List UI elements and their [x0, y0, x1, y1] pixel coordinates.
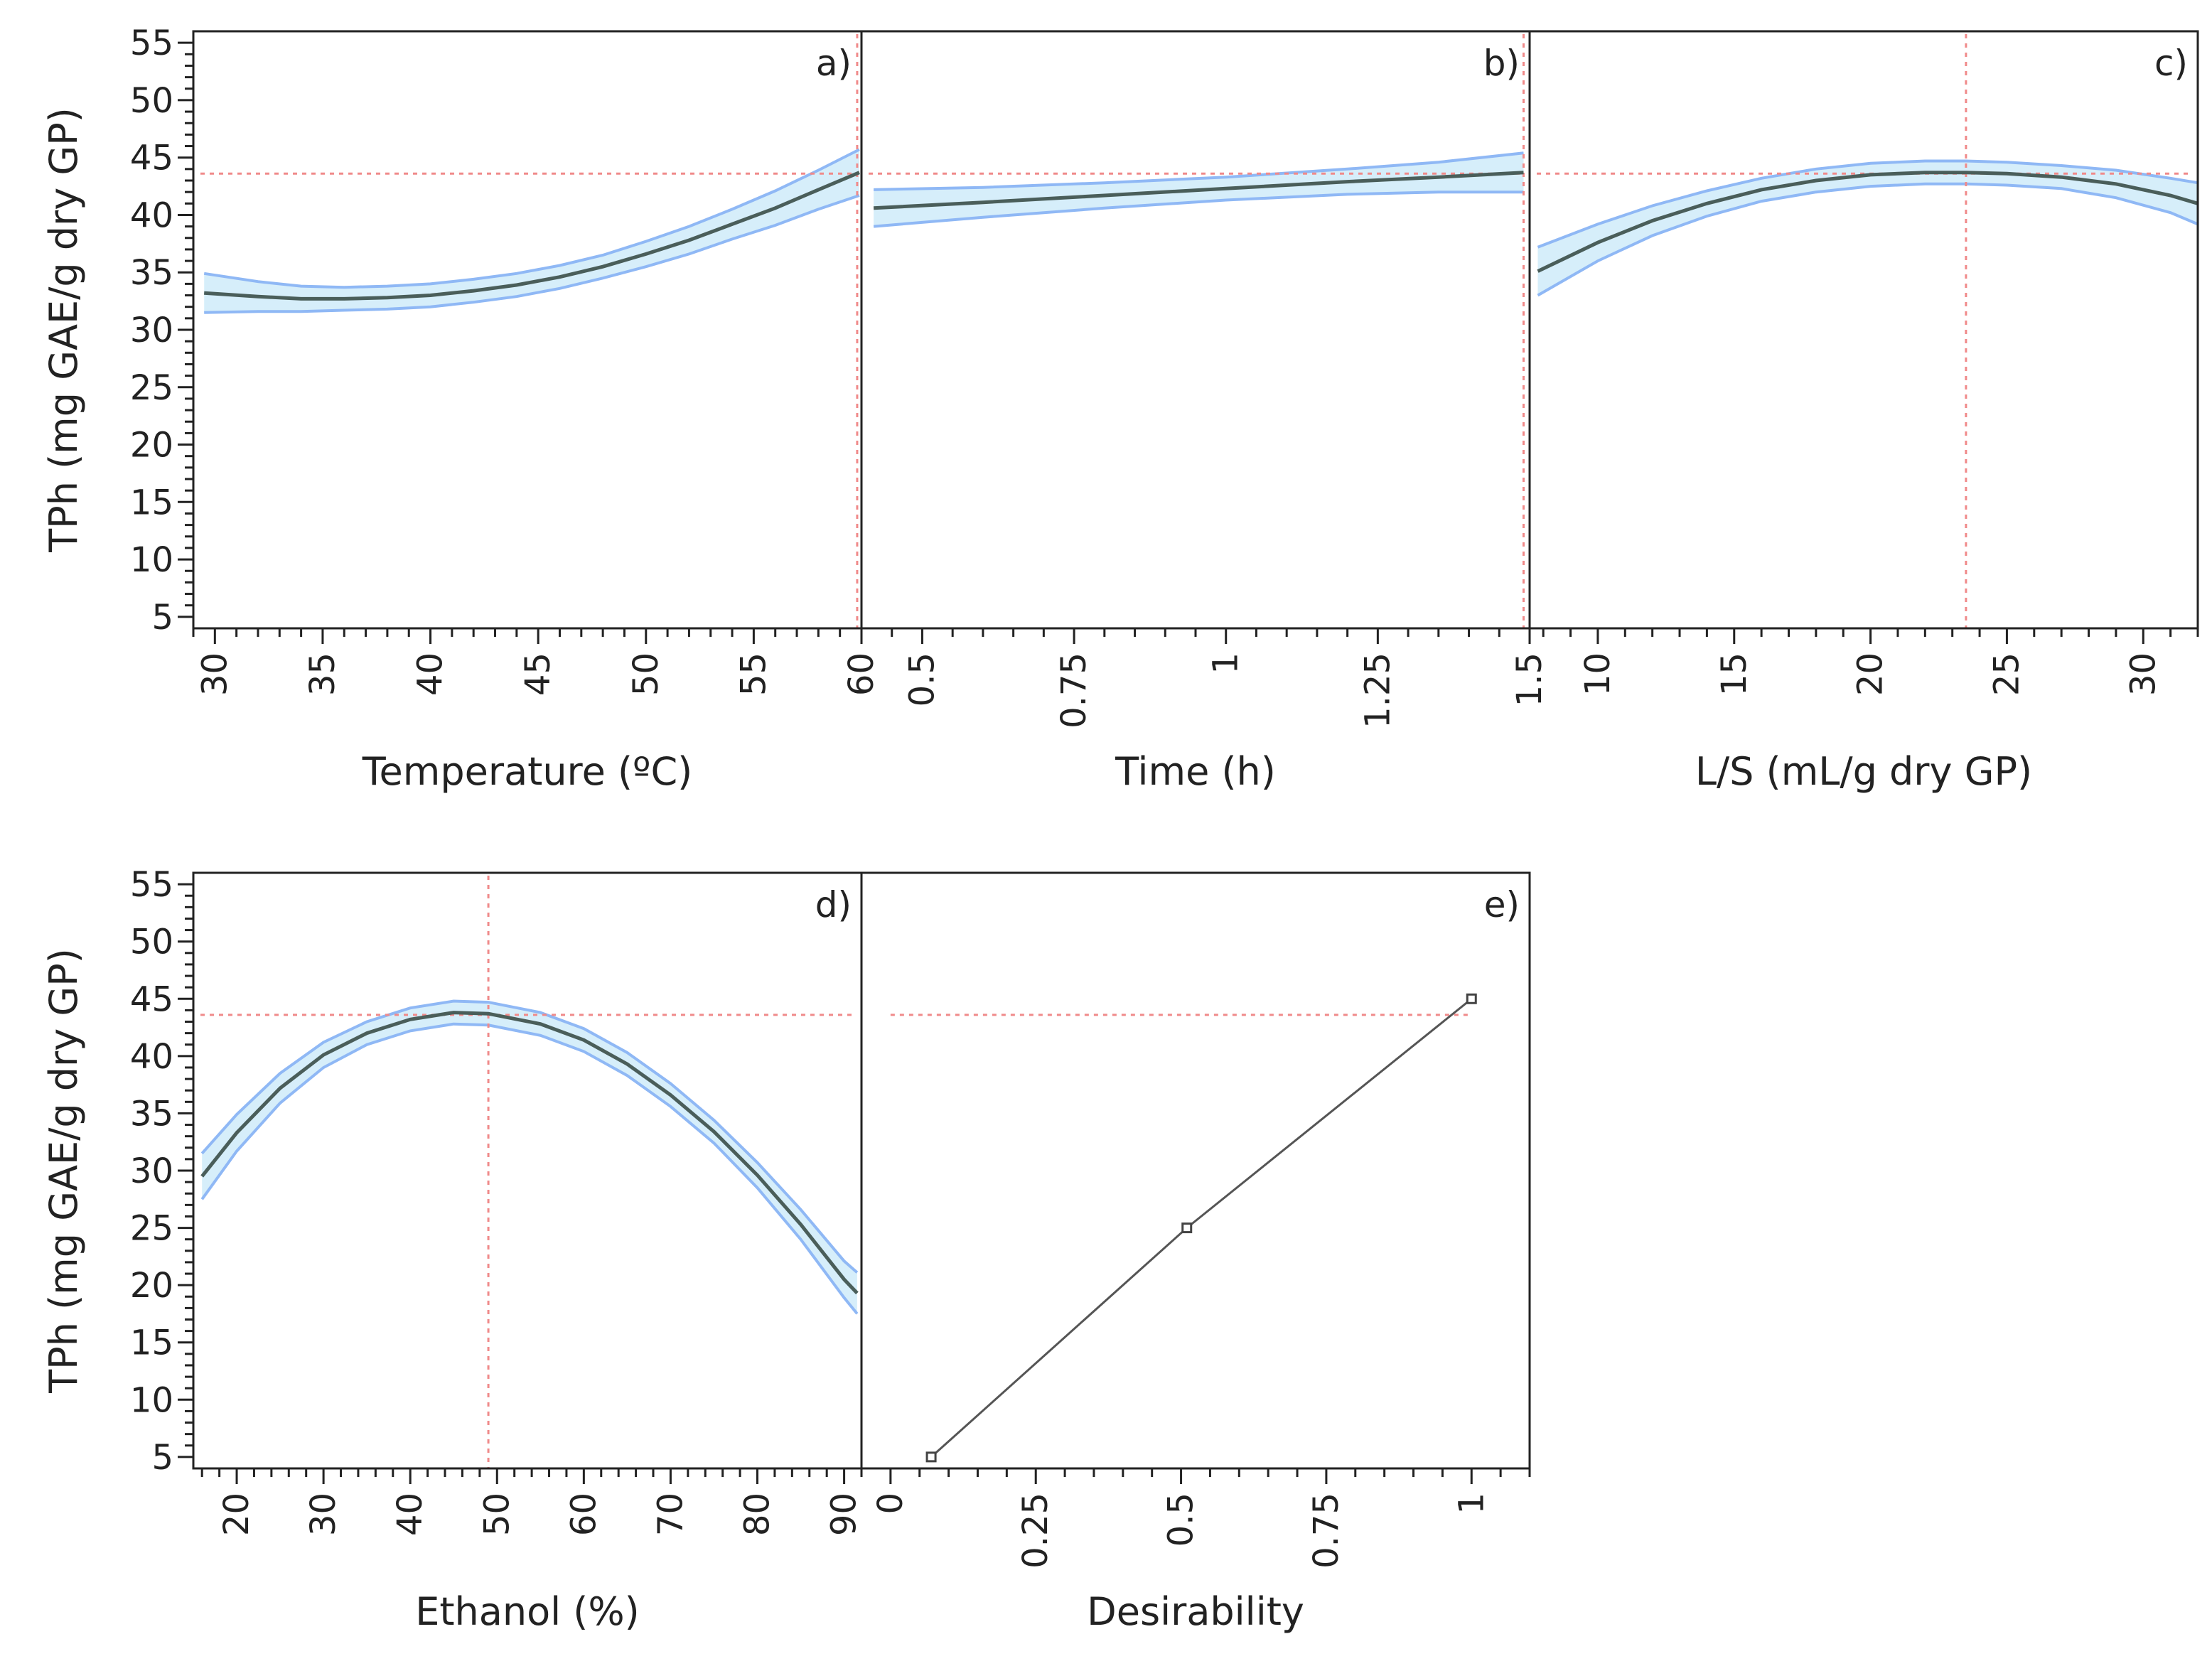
panel-4-ytick-label-5: 25: [130, 1209, 173, 1249]
panel-4-band-upper: [200, 999, 859, 1274]
panel-4-xtick-label-8: 90: [825, 1493, 864, 1536]
panel-4-label: d): [815, 884, 852, 925]
panel-1-ytick-label-1: 5: [151, 598, 173, 638]
panel-2-xtick-label-4: 1.25: [1358, 652, 1397, 729]
panel-2-xtick-label-2: 0.75: [1054, 652, 1094, 729]
panel-4-xtick-label-3: 40: [390, 1493, 430, 1536]
panel-1-ytick-label-3: 15: [130, 483, 173, 522]
panel-5-desirability-line: [930, 998, 1473, 1458]
panel-4-prediction-curve: [200, 1011, 859, 1295]
panel-1-xtick-label-6: 55: [734, 652, 773, 696]
panel-1-x-axis-title: Temperature (ºC): [362, 749, 693, 794]
panel-4-xtick-label-1: 20: [217, 1493, 257, 1536]
panel-3-xtick-label-2: 15: [1714, 652, 1754, 696]
panel-1-ytick-label-11: 55: [130, 23, 173, 63]
panel-5-point-3: [1466, 993, 1477, 1004]
panel-1-xtick-label-2: 35: [303, 652, 343, 696]
panel-5-x-axis-title: Desirability: [1087, 1589, 1304, 1634]
panel-4-xtick-label-2: 30: [304, 1493, 343, 1536]
panel-4-ytick-label-6: 30: [130, 1151, 173, 1191]
panel-1-xtick-label-4: 45: [518, 652, 558, 696]
panel-3-band-lower: [1537, 182, 2198, 297]
panel-4-xtick-label-4: 50: [477, 1493, 517, 1536]
panel-4-ytick-label-2: 10: [130, 1380, 173, 1420]
panel-1-ytick-label-9: 45: [130, 139, 173, 178]
panel-3-xtick-label-1: 10: [1578, 652, 1618, 696]
panel-3-x-axis-title: L/S (mL/g dry GP): [1695, 749, 2032, 794]
panel-2-band-lower: [873, 190, 1524, 228]
panel-1-frame: [192, 30, 863, 630]
panel-5-label: e): [1484, 884, 1520, 925]
panel-5-xtick-label-3: 0.5: [1161, 1493, 1201, 1547]
panel-1-y-axis-title: TPh (mg GAE/g dry GP): [41, 107, 86, 553]
panel-1-prediction-curve: [204, 171, 860, 301]
panel-4-ytick-label-10: 50: [130, 923, 173, 962]
panel-1-label: a): [816, 43, 852, 84]
panel-2-xtick-label-3: 1: [1206, 652, 1246, 675]
panel-4-y-axis-title: TPh (mg GAE/g dry GP): [41, 948, 86, 1394]
panel-3-xtick-label-4: 25: [1987, 652, 2026, 696]
reference-lines: [200, 34, 2191, 1468]
panel-3-prediction-curve: [1537, 171, 2198, 273]
panel-4-ytick-label-8: 40: [130, 1037, 173, 1077]
panel-5-frame: [860, 871, 1531, 1470]
panel-3-frame: [1528, 30, 2199, 630]
confidence-bands: [200, 148, 2198, 1315]
panel-4-confidence-band: [202, 1001, 857, 1314]
panel-2-prediction-curve: [873, 171, 1524, 210]
panel-1-xtick-label-1: 30: [195, 652, 235, 696]
panel-2-frame: [860, 30, 1531, 630]
panel-2-xtick-label-1: 0.5: [902, 652, 942, 706]
panel-5-point-2: [1181, 1222, 1193, 1234]
panel-5-xtick-label-2: 0.25: [1016, 1493, 1056, 1569]
panel-2-label: b): [1483, 43, 1520, 84]
panel-4-x-axis-title: Ethanol (%): [415, 1589, 639, 1634]
panel-4-ytick-label-11: 55: [130, 865, 173, 905]
axis-ticks: [178, 41, 2199, 1484]
panel-1-ytick-label-4: 20: [130, 426, 173, 466]
panel-1-ytick-label-7: 35: [130, 253, 173, 293]
panel-1-ytick-label-2: 10: [130, 540, 173, 580]
panel-1-ytick-label-5: 25: [130, 368, 173, 408]
panel-4-xtick-label-5: 60: [564, 1493, 603, 1536]
panel-4-xtick-label-6: 70: [650, 1493, 690, 1536]
panel-4-ytick-label-4: 20: [130, 1266, 173, 1306]
panel-3-xtick-label-3: 20: [1851, 652, 1891, 696]
panel-2-xtick-label-5: 1.5: [1510, 652, 1550, 706]
prediction-curves: [200, 171, 2198, 1463]
panel-5-xtick-label-1: 0: [871, 1493, 911, 1515]
panel-1-xtick-label-3: 40: [411, 652, 451, 696]
panel-4-xtick-label-7: 80: [738, 1493, 778, 1536]
panel-5-xtick-label-5: 1: [1451, 1493, 1491, 1515]
panel-2-band-upper: [874, 151, 1524, 191]
panel-2-x-axis-title: Time (h): [1115, 749, 1276, 794]
panel-1-ytick-label-10: 50: [130, 81, 173, 121]
panel-3-label: c): [2154, 43, 2188, 84]
panel-4-ytick-label-9: 45: [130, 979, 173, 1019]
panel-4-ytick-label-3: 15: [130, 1323, 173, 1363]
panel-1-xtick-label-7: 60: [842, 652, 881, 696]
panel-4-band-lower: [200, 1022, 859, 1315]
panel-5-point-1: [925, 1451, 937, 1463]
panel-1-ytick-label-8: 40: [130, 195, 173, 235]
panel-3-xtick-label-5: 30: [2123, 652, 2163, 696]
panel-3-confidence-band: [1537, 161, 2198, 296]
panel-4-ytick-label-1: 5: [151, 1438, 173, 1478]
panel-1-ytick-label-6: 30: [130, 311, 173, 350]
panel-1-band-upper: [203, 148, 860, 289]
panel-1-band-lower: [204, 194, 860, 314]
panel-4-ytick-label-7: 35: [130, 1094, 173, 1134]
panel-5-xtick-label-4: 0.75: [1306, 1493, 1346, 1569]
panel-3-band-upper: [1537, 159, 2198, 249]
panel-1-xtick-label-5: 50: [626, 652, 666, 696]
